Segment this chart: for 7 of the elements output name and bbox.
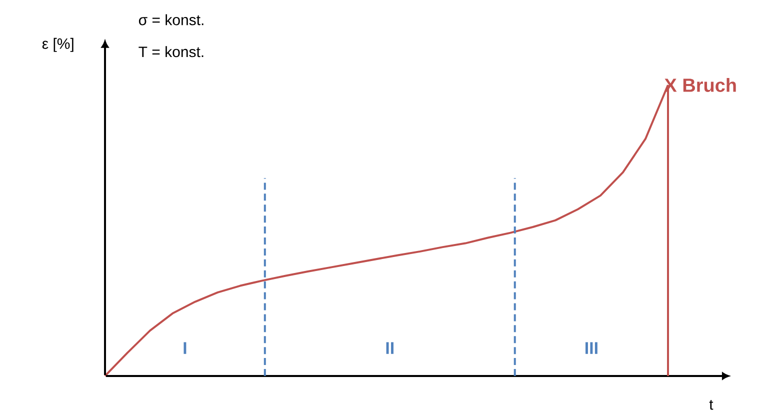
annotation: II	[386, 342, 394, 354]
text: σ = konst.	[138, 14, 204, 26]
annotation: I	[184, 342, 186, 354]
annotation: III	[585, 342, 598, 354]
y-axis-title: ε [%]	[42, 38, 74, 52]
text: T = konst.	[138, 46, 204, 58]
x-axis-title: t	[709, 400, 714, 410]
